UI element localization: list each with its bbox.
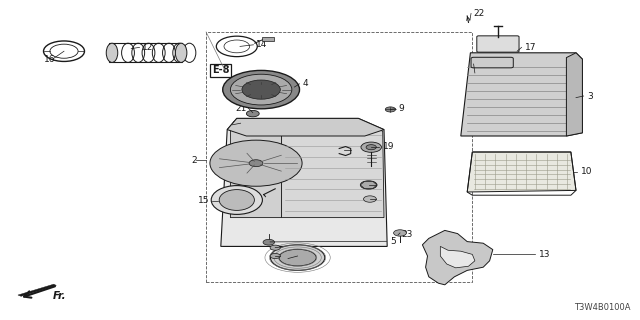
Circle shape <box>246 110 259 117</box>
Text: 19: 19 <box>383 142 394 151</box>
Ellipse shape <box>211 186 262 214</box>
Circle shape <box>230 74 292 105</box>
Circle shape <box>366 145 376 150</box>
Polygon shape <box>422 230 493 285</box>
Text: 24: 24 <box>283 243 294 252</box>
Text: Fr.: Fr. <box>52 291 66 300</box>
Polygon shape <box>566 53 582 136</box>
Polygon shape <box>18 284 56 296</box>
Ellipse shape <box>175 43 187 62</box>
Ellipse shape <box>106 43 118 62</box>
Text: 5: 5 <box>390 237 396 246</box>
Circle shape <box>385 107 396 112</box>
Circle shape <box>270 245 280 250</box>
Polygon shape <box>221 118 387 246</box>
Bar <box>206 32 472 282</box>
Text: 16: 16 <box>44 55 55 64</box>
Polygon shape <box>440 246 475 268</box>
Text: 24: 24 <box>283 252 294 260</box>
Text: E-8: E-8 <box>212 65 230 76</box>
Circle shape <box>364 196 376 202</box>
Circle shape <box>394 230 406 236</box>
Text: T3W4B0100A: T3W4B0100A <box>574 303 630 312</box>
Text: 7: 7 <box>379 195 385 204</box>
Circle shape <box>242 80 280 99</box>
Text: 2: 2 <box>191 156 197 164</box>
FancyBboxPatch shape <box>471 57 513 68</box>
Text: 12: 12 <box>142 43 154 52</box>
Text: 20: 20 <box>268 191 279 200</box>
FancyBboxPatch shape <box>477 36 519 52</box>
Circle shape <box>270 253 280 259</box>
Circle shape <box>210 140 302 186</box>
Circle shape <box>263 239 275 245</box>
Text: 9: 9 <box>398 104 404 113</box>
Circle shape <box>361 142 381 152</box>
Polygon shape <box>282 122 384 218</box>
Ellipse shape <box>271 245 325 270</box>
Text: 18: 18 <box>479 68 490 77</box>
Text: 13: 13 <box>539 250 550 259</box>
Ellipse shape <box>279 249 316 266</box>
Bar <box>262 37 274 41</box>
Text: 22: 22 <box>474 9 485 18</box>
Circle shape <box>360 181 377 189</box>
Text: 11: 11 <box>291 254 303 263</box>
Text: 10: 10 <box>581 167 593 176</box>
Circle shape <box>249 160 263 167</box>
Text: 8: 8 <box>354 145 360 154</box>
Text: 17: 17 <box>525 43 536 52</box>
Text: 23: 23 <box>401 230 413 239</box>
Text: 21: 21 <box>235 104 246 113</box>
Polygon shape <box>461 53 582 136</box>
Circle shape <box>223 70 300 109</box>
Polygon shape <box>230 122 282 218</box>
Polygon shape <box>360 181 377 188</box>
Text: 15: 15 <box>198 196 210 205</box>
Text: 14: 14 <box>256 40 268 49</box>
Text: 4: 4 <box>302 79 308 88</box>
Text: 1: 1 <box>236 119 242 128</box>
Polygon shape <box>467 152 576 192</box>
Ellipse shape <box>219 189 255 211</box>
Text: 3: 3 <box>588 92 593 100</box>
Polygon shape <box>227 118 384 136</box>
Text: 6: 6 <box>379 180 385 189</box>
